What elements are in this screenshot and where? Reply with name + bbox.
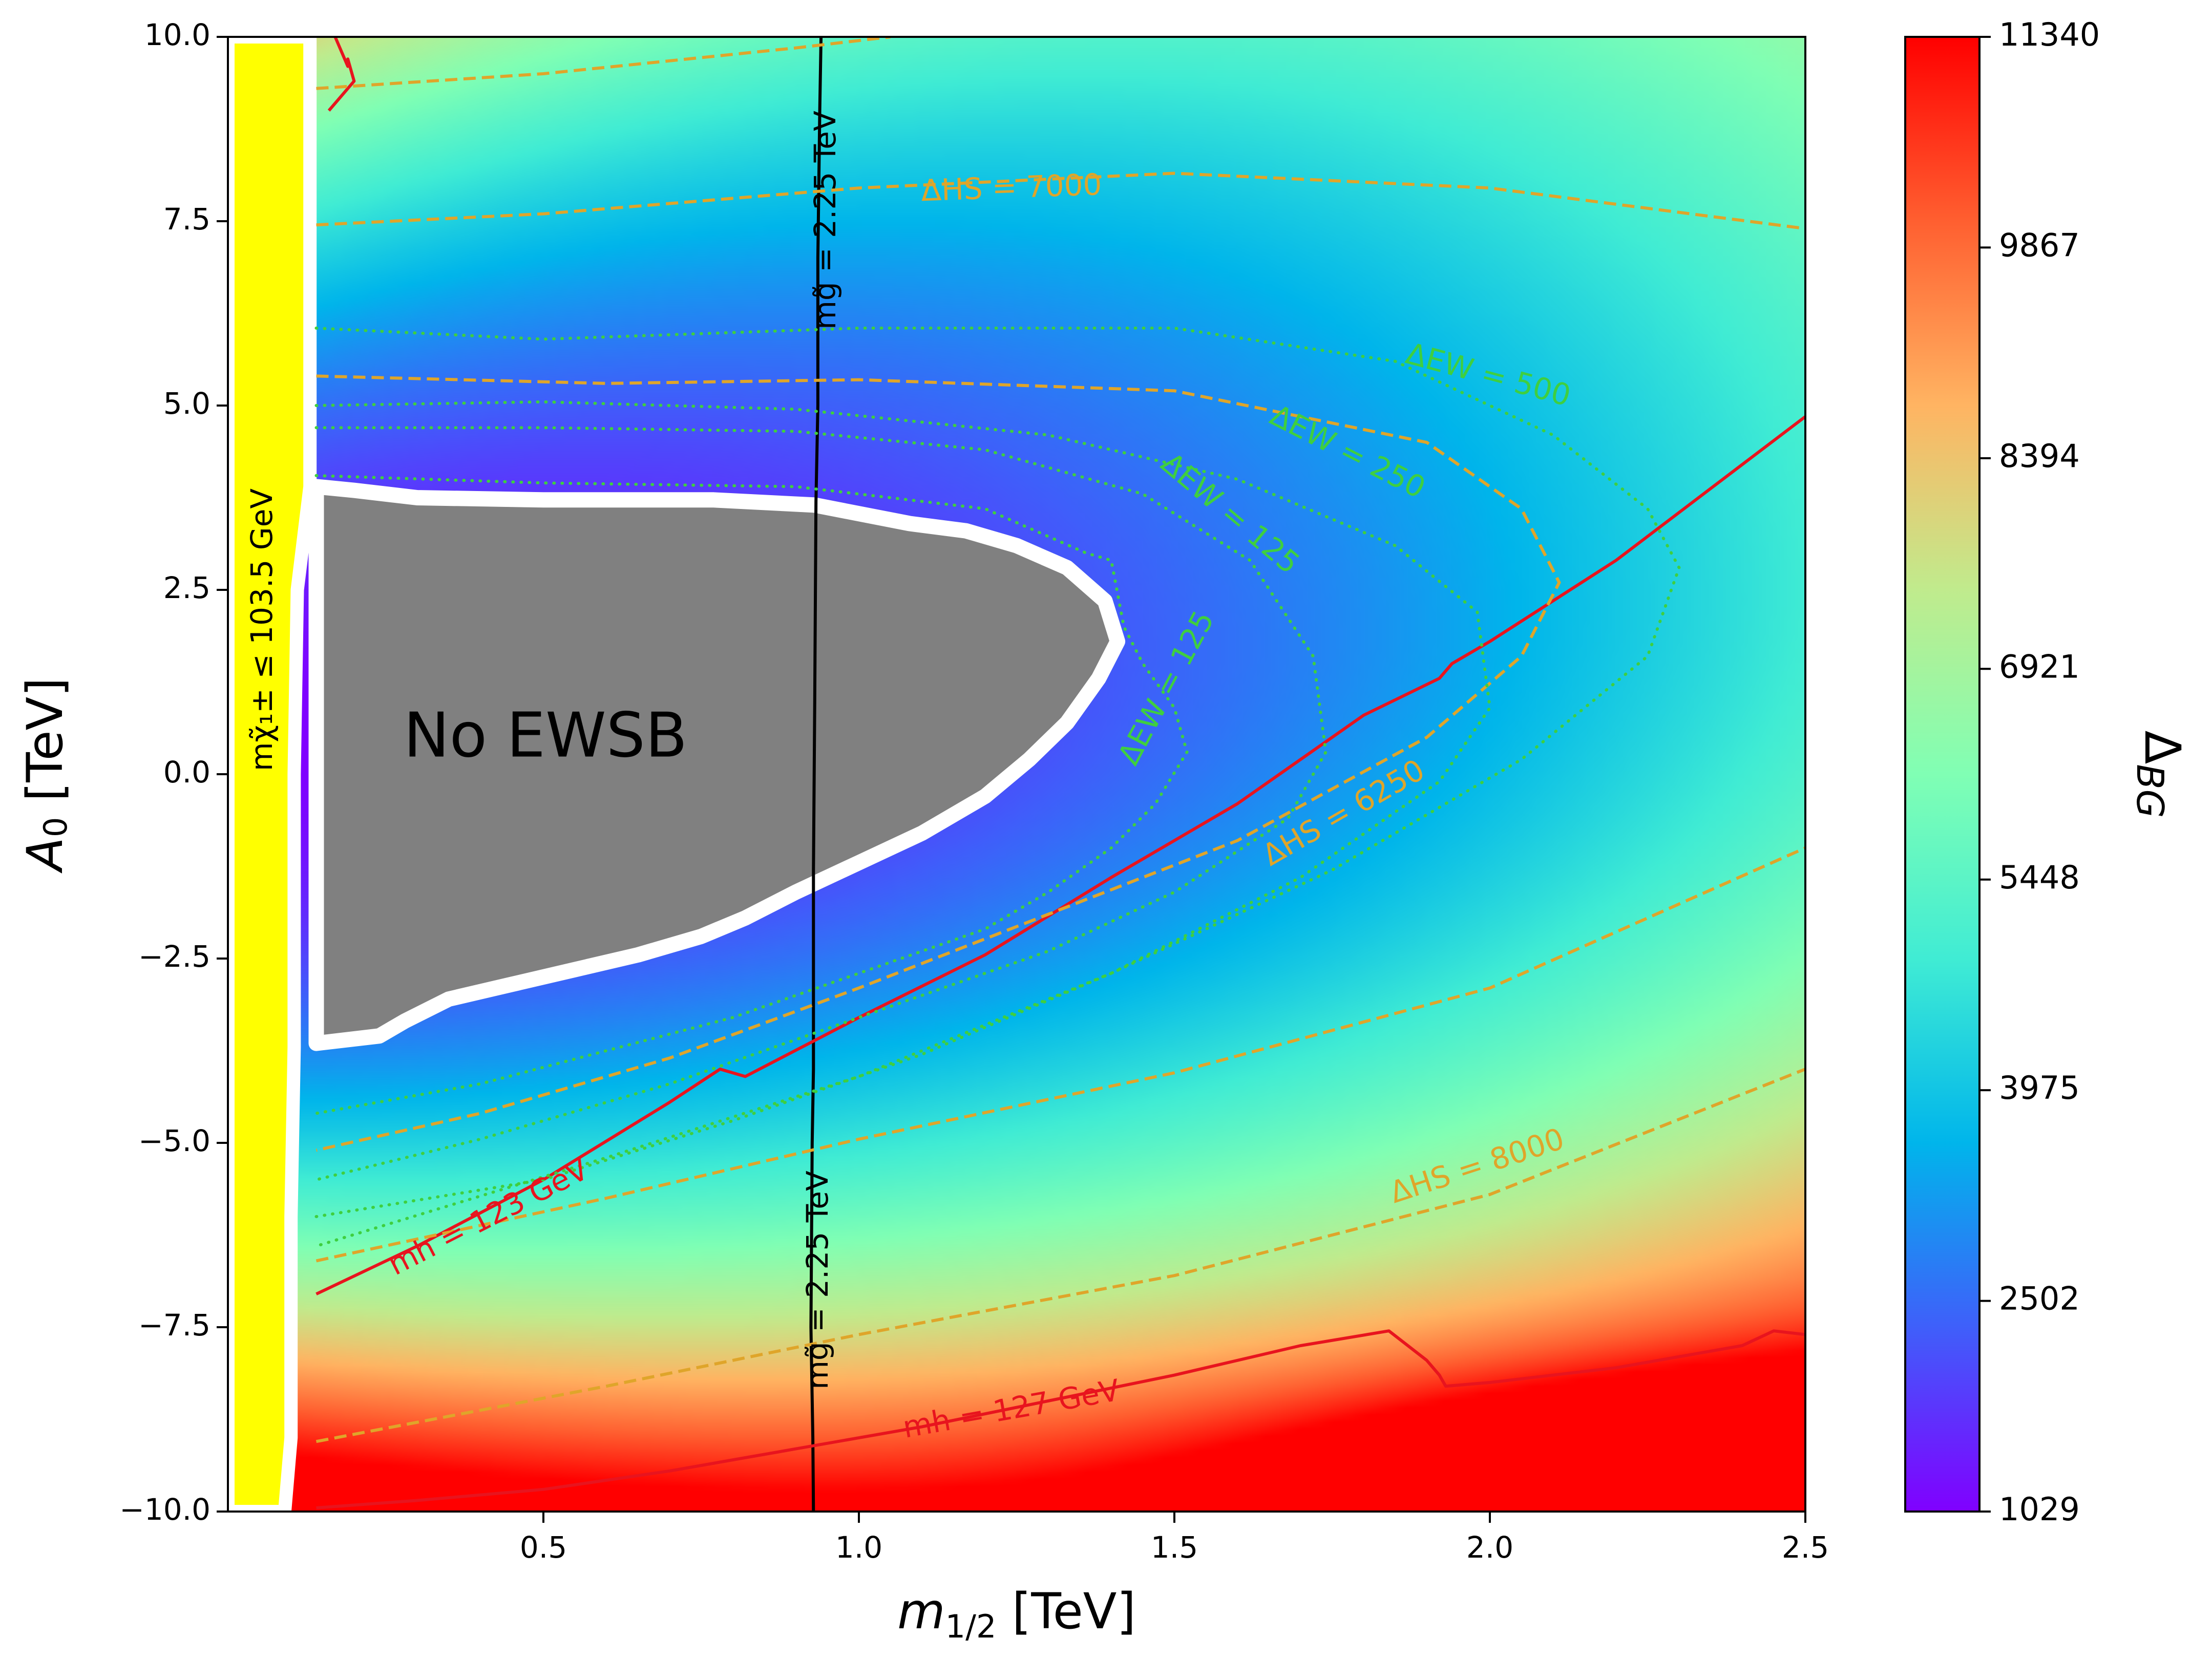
contour-line-9 [314,474,1189,1115]
contour-line-0 [809,37,823,1512]
y-axis-ticks: 10.0 7.5 5.0 2.5 0.0 −2.5 −5.0 −7.5 −10.0 [119,17,228,1527]
colorbar-tick-label: 9867 [1999,227,2080,264]
contour-lines [314,37,1805,1512]
contour-line-2 [316,1329,1805,1509]
regions [228,37,1126,1512]
contour-line-3 [327,37,356,112]
contour-line-6 [315,374,1561,1152]
y-tick-label: −5.0 [138,1123,210,1158]
contour-line-10 [314,426,1328,1181]
chargino-excluded-region [228,37,317,1512]
x-tick-label: 2.0 [1466,1530,1513,1565]
colorbar-tick-label: 2502 [1999,1280,2080,1317]
y-tick-label: 7.5 [163,202,210,237]
y-tick-label: −7.5 [138,1308,210,1343]
colorbar-tick-label: 8394 [1999,437,2080,475]
contour-line-4 [316,172,1805,230]
x-tick-label: 1.0 [835,1530,882,1565]
x-tick-label: 1.5 [1151,1530,1198,1565]
contour-line-11 [314,400,1491,1218]
y-tick-label: 0.0 [163,755,210,790]
contour-label-dhs-7000: ΔHS = 7000 [920,167,1102,208]
y-tick-label: 2.5 [163,570,210,605]
colorbar-ticks: 11340 9867 8394 6921 5448 3975 2502 1029 [1979,16,2100,1528]
contour-line-12 [314,326,1681,1248]
colorbar-tick-label: 1029 [1999,1491,2080,1528]
x-axis-ticks: 0.5 1.0 1.5 2.0 2.5 [520,1512,1829,1565]
colorbar-tick-label: 5448 [1999,859,2080,896]
contour-line-1 [315,415,1805,1295]
region-label-no-ewsb: No EWSB [404,700,687,772]
no-ewsb-region [308,479,1126,1051]
x-axis-label: m1/2 [TeV] [897,1583,1136,1645]
colorbar-tick-label: 11340 [1999,16,2100,53]
colorbar [1904,36,1981,1513]
contour-label-gluino-bottom: mg̃ = 2.25 TeV [800,1171,835,1390]
y-tick-label: −10.0 [119,1492,210,1527]
contour-label-gluino-top: mg̃ = 2.25 TeV [808,111,842,330]
contour-line-7 [315,846,1805,1263]
y-tick-label: 10.0 [144,17,210,52]
y-tick-label: −2.5 [138,939,210,974]
colorbar-tick-label: 3975 [1999,1069,2080,1107]
region-label-chargino: mχ̃₁± ≤ 103.5 GeV [244,488,279,771]
contour-line-8 [315,1068,1805,1443]
colorbar-tick-label: 6921 [1999,648,2080,685]
colorbar-label: ΔBG [2129,731,2190,818]
x-tick-label: 2.5 [1782,1530,1829,1565]
x-tick-label: 0.5 [520,1530,567,1565]
y-axis-label: A0 [TeV] [16,677,74,874]
contour-line-5 [316,37,891,90]
y-tick-label: 5.0 [163,386,210,421]
